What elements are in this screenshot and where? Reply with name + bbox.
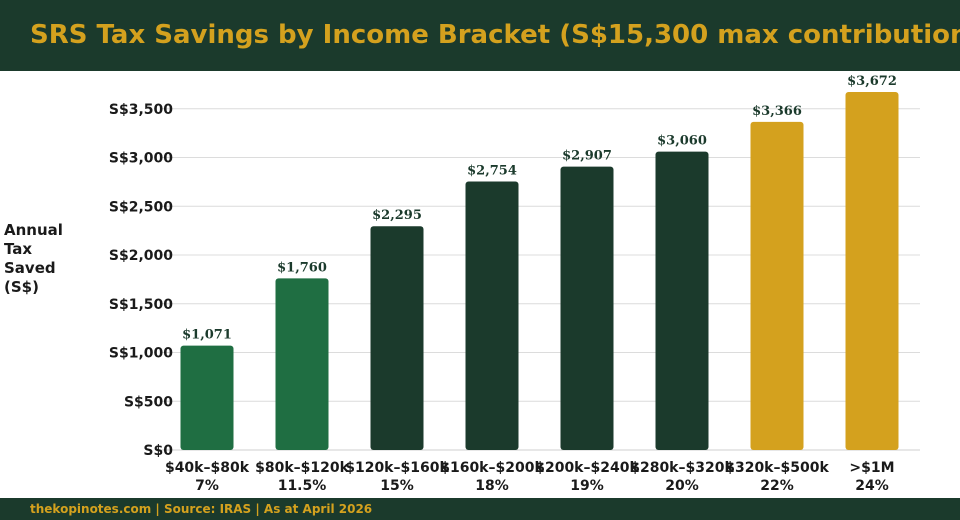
bar <box>750 121 804 450</box>
x-tick-label: >$1M <box>849 460 894 476</box>
data-label: $2,907 <box>562 149 612 164</box>
data-label: $3,366 <box>752 104 802 119</box>
bar <box>465 181 519 451</box>
y-tick-label: S$2,500 <box>109 199 173 215</box>
x-tick-label: $80k–$120k <box>255 460 349 476</box>
footer-bar: thekopinotes.com | Source: IRAS | As at … <box>0 498 960 520</box>
bar <box>370 226 424 450</box>
chart-title: SRS Tax Savings by Income Bracket (S$15,… <box>30 20 960 50</box>
y-tick-label: S$1,500 <box>109 297 173 313</box>
chart-header: SRS Tax Savings by Income Bracket (S$15,… <box>0 0 960 71</box>
y-tick-label: S$500 <box>124 394 173 410</box>
footer-source: thekopinotes.com | Source: IRAS | As at … <box>30 502 373 516</box>
y-tick-label: S$3,500 <box>109 102 173 118</box>
x-tick-label: $40k–$80k <box>165 460 250 476</box>
x-tick-rate-label: 7% <box>195 478 219 494</box>
data-label: $2,754 <box>467 163 517 178</box>
x-tick-rate-label: 11.5% <box>278 478 327 494</box>
x-tick-rate-label: 19% <box>570 478 604 494</box>
bar <box>180 345 234 450</box>
data-label: $3,060 <box>657 134 707 149</box>
bar <box>655 151 709 450</box>
x-tick-rate-label: 22% <box>760 478 794 494</box>
y-tick-label: S$0 <box>143 443 173 459</box>
data-label: $1,760 <box>277 260 327 275</box>
x-tick-label: $320k–$500k <box>725 460 829 476</box>
x-tick-label: $160k–$200k <box>440 460 544 476</box>
bar-chart: S$0 S$500 S$1,000 S$1,500 S$2,000 S$2,500 S$3,… <box>109 74 920 494</box>
x-tick-label: $120k–$160k <box>345 460 449 476</box>
x-tick-rate-label: 15% <box>380 478 414 494</box>
y-tick-label: S$2,000 <box>109 248 173 264</box>
y-tick-label: S$3,000 <box>109 151 173 167</box>
x-tick-rate-label: 24% <box>855 478 889 494</box>
x-tick-label: $280k–$320k <box>630 460 734 476</box>
data-label: $3,672 <box>847 74 897 89</box>
bar <box>845 91 899 451</box>
bar <box>275 278 329 450</box>
data-label: $2,295 <box>372 208 422 223</box>
data-label: $1,071 <box>182 328 232 343</box>
x-tick-rate-label: 18% <box>475 478 509 494</box>
x-tick-label: $200k–$240k <box>535 460 639 476</box>
x-tick-rate-label: 20% <box>665 478 699 494</box>
y-tick-label: S$1,000 <box>109 346 173 362</box>
bar <box>560 166 614 450</box>
y-axis-label: Annual Tax Saved (S$) <box>4 221 63 296</box>
